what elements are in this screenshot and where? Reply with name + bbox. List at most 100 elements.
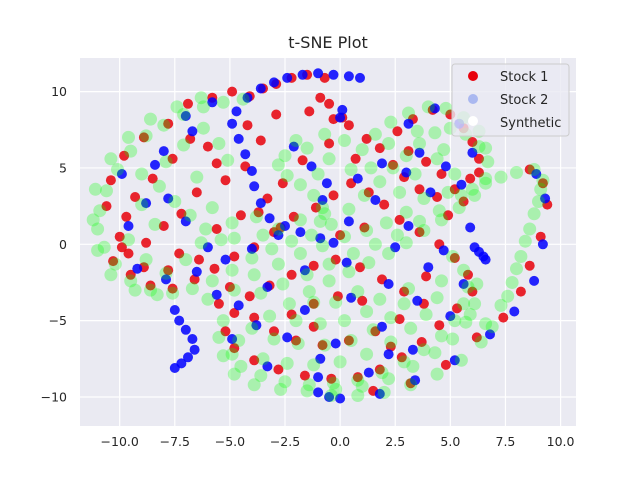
data-point <box>282 72 293 83</box>
data-point <box>144 283 157 297</box>
data-point <box>360 224 374 237</box>
data-point <box>514 250 528 263</box>
chart-title: t-SNE Plot <box>288 33 368 52</box>
data-point <box>537 239 548 250</box>
data-point <box>212 137 226 150</box>
data-point <box>384 115 398 129</box>
data-point <box>300 141 314 155</box>
y-axis-tick-labels: −10 −5 0 5 10 <box>41 84 67 404</box>
data-point <box>401 167 412 178</box>
data-point <box>392 126 403 137</box>
data-point <box>404 378 418 392</box>
legend-marker-stock-1 <box>468 71 478 81</box>
data-point <box>240 149 251 160</box>
data-point <box>311 167 325 181</box>
y-tick-label: 5 <box>59 160 67 175</box>
data-point <box>174 315 185 326</box>
legend-marker-synthetic <box>468 116 478 126</box>
data-point <box>91 243 105 257</box>
data-point <box>297 69 308 80</box>
data-point <box>351 373 365 387</box>
data-point <box>397 297 411 311</box>
data-point <box>308 260 319 271</box>
data-point <box>446 332 460 346</box>
data-point <box>355 379 369 393</box>
data-point <box>421 271 432 282</box>
data-point <box>166 286 180 300</box>
data-point <box>430 367 444 381</box>
data-point <box>101 201 112 212</box>
data-point <box>202 242 213 253</box>
data-point <box>470 277 484 291</box>
data-point <box>386 161 400 175</box>
data-point <box>255 83 266 94</box>
data-point <box>390 242 401 253</box>
data-point <box>291 335 301 346</box>
x-tick-label: 7.5 <box>496 434 516 449</box>
data-point <box>187 126 198 137</box>
data-point <box>399 149 413 163</box>
data-point <box>335 112 346 123</box>
data-point <box>324 138 335 149</box>
data-point <box>346 247 360 260</box>
data-point <box>440 359 451 370</box>
data-point <box>152 179 166 193</box>
data-point <box>245 251 259 265</box>
data-point <box>93 204 107 218</box>
data-point <box>529 275 540 286</box>
data-point <box>227 283 241 297</box>
data-point <box>474 153 484 164</box>
data-point <box>494 298 508 312</box>
data-point <box>333 355 347 369</box>
data-point <box>458 279 469 289</box>
data-point <box>439 101 453 115</box>
data-point <box>254 286 268 300</box>
data-point <box>255 135 266 146</box>
x-tick-label: 10.0 <box>547 434 575 449</box>
data-point <box>307 295 321 309</box>
data-point <box>407 344 418 355</box>
data-point <box>498 312 509 323</box>
data-point <box>247 268 261 282</box>
data-point <box>452 303 462 314</box>
data-point <box>305 228 318 242</box>
data-point <box>157 118 171 132</box>
data-point <box>321 178 332 189</box>
data-point <box>132 263 143 274</box>
data-point <box>313 372 324 383</box>
y-tick-label: 10 <box>51 84 67 99</box>
data-point <box>144 112 157 126</box>
data-point <box>227 86 238 97</box>
data-point <box>344 334 358 347</box>
data-point <box>180 324 191 335</box>
data-point <box>329 295 343 309</box>
data-point <box>342 265 356 279</box>
data-point <box>211 289 222 300</box>
data-point <box>335 230 346 241</box>
data-point <box>150 159 160 170</box>
data-point <box>147 173 158 184</box>
data-point <box>318 127 332 141</box>
data-point <box>479 176 493 190</box>
data-point <box>159 266 173 280</box>
data-point <box>187 334 198 344</box>
data-point <box>289 134 303 147</box>
data-point <box>308 298 319 309</box>
data-point <box>384 311 398 325</box>
data-point <box>510 166 523 179</box>
data-point <box>335 393 346 404</box>
data-point <box>104 268 118 282</box>
data-point <box>220 175 231 186</box>
data-point <box>413 137 426 150</box>
data-point <box>236 92 250 106</box>
data-point <box>122 233 135 247</box>
data-point <box>461 280 475 294</box>
data-point <box>388 159 398 170</box>
data-point <box>249 312 260 323</box>
data-point <box>474 335 488 349</box>
data-point <box>454 353 468 367</box>
data-point <box>324 389 338 402</box>
data-point <box>421 156 432 167</box>
legend-label-synthetic: Synthetic <box>500 116 561 131</box>
data-point <box>189 274 200 285</box>
